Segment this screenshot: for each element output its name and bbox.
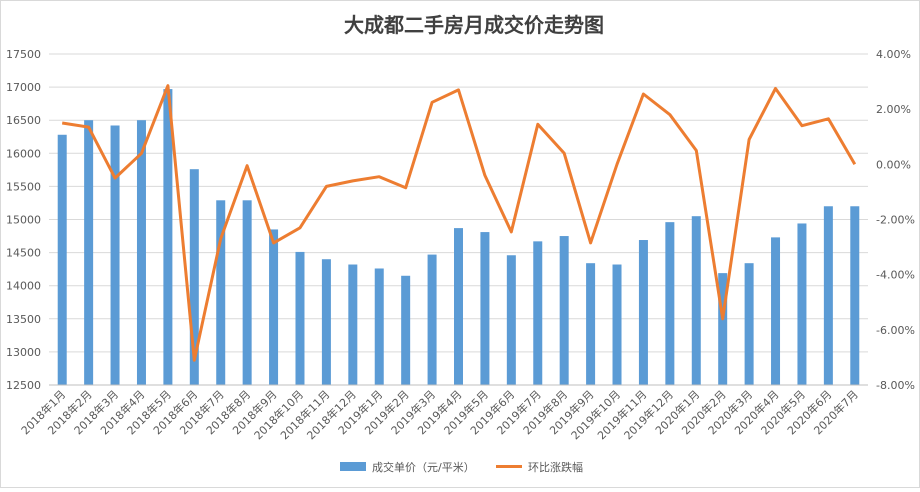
y-right-tick-label: -2.00% — [876, 214, 915, 227]
bar — [560, 236, 569, 385]
bar — [375, 268, 384, 385]
bar — [137, 120, 146, 385]
y-left-tick-label: 16000 — [6, 147, 41, 160]
bar — [850, 206, 859, 385]
y-left-tick-label: 16500 — [6, 114, 41, 127]
y-left-tick-label: 15500 — [6, 180, 41, 193]
bar — [797, 223, 806, 385]
y-left-tick-label: 14000 — [6, 280, 41, 293]
y-right-tick-label: -4.00% — [876, 269, 915, 282]
bar — [692, 216, 701, 385]
bar — [428, 255, 437, 385]
y-left-tick-label: 17000 — [6, 81, 41, 94]
bar — [269, 229, 278, 385]
legend-line-label: 环比涨跌幅 — [528, 460, 583, 474]
bar — [507, 255, 516, 385]
bar — [348, 265, 357, 385]
y-left-tick-label: 15000 — [6, 214, 41, 227]
bar — [295, 252, 304, 385]
bar — [401, 276, 410, 385]
bar — [111, 125, 120, 385]
bar — [322, 259, 331, 385]
y-right-tick-label: -6.00% — [876, 324, 915, 337]
bar — [58, 135, 67, 385]
bar — [639, 240, 648, 385]
bar — [665, 222, 674, 385]
bar — [613, 265, 622, 385]
bar — [84, 120, 93, 385]
y-left-tick-label: 12500 — [6, 379, 41, 392]
bar — [586, 263, 595, 385]
y-right-tick-label: 4.00% — [876, 48, 911, 61]
y-right-tick-label: -8.00% — [876, 379, 915, 392]
legend: 成交单价（元/平米） 环比涨跌幅 — [340, 460, 583, 474]
y-left-tick-label: 13000 — [6, 346, 41, 359]
y-left-tick-label: 13500 — [6, 313, 41, 326]
y-left-tick-label: 14500 — [6, 247, 41, 260]
bar — [824, 206, 833, 385]
legend-bar-label: 成交单价（元/平米） — [372, 460, 475, 474]
y-right-tick-label: 2.00% — [876, 103, 911, 116]
bar — [243, 200, 252, 385]
y-right-tick-label: 0.00% — [876, 158, 911, 171]
legend-bar-swatch — [340, 462, 366, 471]
bar — [745, 263, 754, 385]
bar — [480, 232, 489, 385]
bar — [771, 237, 780, 385]
y-left-tick-label: 17500 — [6, 48, 41, 61]
chart-title: 大成都二手房月成交价走势图 — [344, 13, 604, 37]
bar — [454, 228, 463, 385]
bar — [533, 241, 542, 385]
